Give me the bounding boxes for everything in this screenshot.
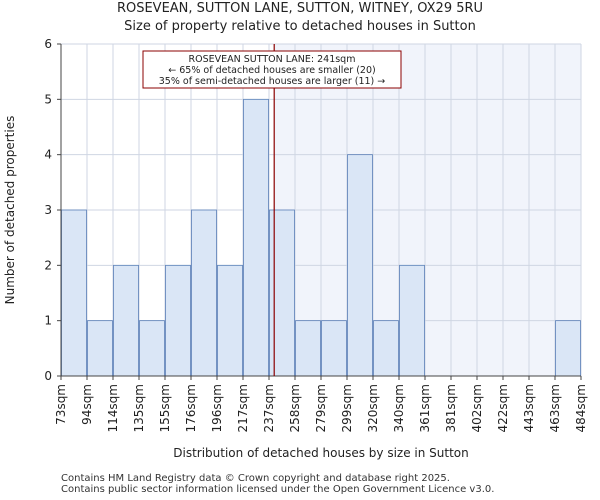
histogram-bar	[269, 209, 295, 377]
histogram-chart: ROSEVEAN SUTTON LANE: 241sqm← 65% of det…	[3, 37, 588, 460]
x-tick-label: 320sqm	[366, 384, 380, 432]
y-axis-label: Number of detached properties	[3, 116, 17, 305]
x-tick-label: 217sqm	[236, 384, 250, 432]
x-axis-label: Distribution of detached houses by size …	[173, 446, 468, 460]
x-tick-label: 258sqm	[288, 384, 302, 432]
x-tick-label: 402sqm	[470, 384, 484, 432]
histogram-bar	[321, 320, 347, 377]
histogram-bar	[61, 209, 87, 377]
histogram-bar	[165, 264, 191, 377]
x-tick-label: 94sqm	[80, 384, 94, 425]
histogram-bar	[555, 320, 581, 377]
chart-title: ROSEVEAN, SUTTON LANE, SUTTON, WITNEY, O…	[116, 1, 484, 16]
y-tick-label: 0	[44, 369, 52, 383]
x-tick-label: 114sqm	[106, 384, 120, 432]
y-tick-label: 4	[44, 148, 52, 162]
histogram-bar	[191, 209, 217, 377]
x-tick-label: 135sqm	[132, 384, 146, 432]
y-tick-label: 5	[44, 92, 52, 106]
footer-copyright: Contains HM Land Registry data © Crown c…	[61, 473, 450, 484]
y-tick-label: 1	[44, 314, 52, 328]
histogram-bar	[399, 264, 425, 377]
histogram-bar	[217, 264, 243, 377]
histogram-bar	[139, 320, 165, 377]
x-tick-label: 463sqm	[548, 384, 562, 432]
annotation-line: 35% of semi-detached houses are larger (…	[159, 76, 386, 87]
x-tick-label: 443sqm	[522, 384, 536, 432]
histogram-bar	[373, 320, 399, 377]
x-tick-label: 484sqm	[574, 384, 588, 432]
annotation-box	[142, 50, 402, 89]
x-tick-label: 73sqm	[54, 384, 68, 425]
x-tick-label: 340sqm	[392, 384, 406, 432]
histogram-bar	[113, 264, 139, 377]
footer-licence: Contains public sector information licen…	[61, 484, 495, 495]
x-tick-label: 381sqm	[444, 384, 458, 432]
x-tick-label: 176sqm	[184, 384, 198, 432]
histogram-bar	[243, 98, 269, 377]
x-tick-label: 237sqm	[262, 384, 276, 432]
y-tick-label: 6	[44, 37, 52, 51]
annotation-line: ROSEVEAN SUTTON LANE: 241sqm	[189, 54, 356, 65]
x-tick-label: 279sqm	[314, 384, 328, 432]
chart-subtitle: Size of property relative to detached ho…	[124, 19, 476, 34]
y-tick-label: 2	[44, 258, 52, 272]
x-tick-label: 155sqm	[158, 384, 172, 432]
histogram-bar	[87, 320, 113, 377]
x-tick-label: 196sqm	[210, 384, 224, 432]
histogram-bar	[295, 320, 321, 377]
x-tick-label: 422sqm	[496, 384, 510, 432]
annotation-line: ← 65% of detached houses are smaller (20…	[168, 65, 375, 76]
histogram-bar	[347, 154, 373, 377]
y-tick-label: 3	[44, 203, 52, 217]
x-tick-label: 361sqm	[418, 384, 432, 432]
x-tick-label: 299sqm	[340, 384, 354, 432]
